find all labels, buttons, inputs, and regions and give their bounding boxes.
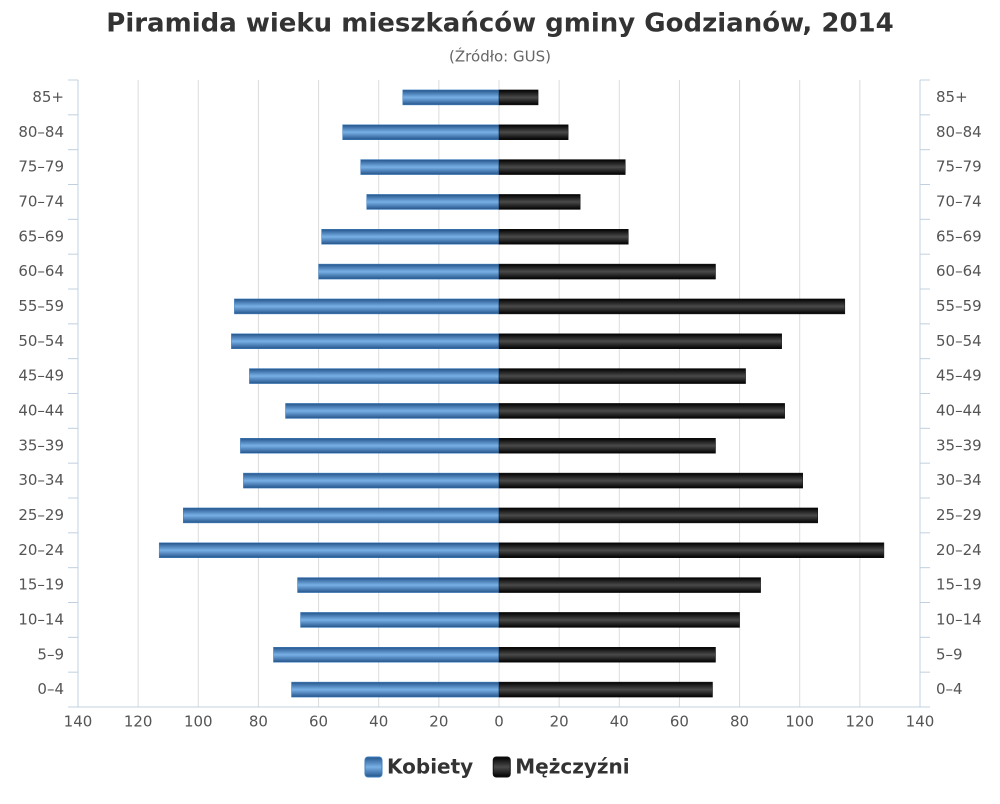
y-tick-label: 10–14 (18, 610, 64, 628)
bar (402, 89, 500, 106)
y-tick-label: 40–44 (18, 401, 64, 419)
chart-title: Piramida wieku mieszkańców gminy Godzian… (106, 9, 893, 39)
x-tick-label: 40 (610, 713, 629, 731)
bar (498, 542, 885, 558)
y-tick-label: 85+ (32, 88, 64, 106)
y-tick-label: 5–9 (37, 645, 64, 663)
x-tick-label: 80 (730, 713, 749, 731)
y-tick-label: 30–34 (936, 471, 982, 489)
y-tick-label: 15–19 (18, 576, 64, 594)
x-tick-label: 20 (550, 713, 569, 731)
y-tick-label: 60–64 (18, 262, 64, 280)
bar (498, 159, 626, 175)
bar (249, 368, 500, 384)
bar (498, 298, 846, 315)
bar (234, 298, 500, 315)
bar (498, 229, 629, 245)
y-tick-label: 65–69 (936, 227, 982, 245)
y-tick-label: 80–84 (18, 123, 64, 141)
y-tick-label: 5–9 (936, 645, 963, 663)
y-tick-label: 55–59 (18, 297, 64, 315)
y-tick-label: 20–24 (936, 541, 982, 559)
bar (243, 472, 500, 489)
y-tick-label: 50–54 (936, 332, 982, 350)
legend-label: Kobiety (387, 755, 473, 779)
y-tick-label: 35–39 (936, 436, 982, 454)
y-tick-label: 65–69 (18, 227, 64, 245)
bar (498, 333, 782, 349)
bar (498, 263, 716, 280)
bar (291, 681, 500, 698)
x-tick-label: 80 (249, 713, 268, 731)
y-tick-label: 50–54 (18, 332, 64, 350)
bar (360, 159, 500, 175)
legend-swatch (492, 756, 511, 778)
bar (498, 507, 819, 524)
legend-swatch (364, 756, 383, 778)
bar (498, 612, 740, 628)
x-tick-label: 120 (124, 713, 153, 731)
bar (240, 438, 500, 454)
y-tick-label: 60–64 (936, 262, 982, 280)
y-tick-label: 75–79 (18, 158, 64, 176)
y-tick-label: 55–59 (936, 297, 982, 315)
y-tick-label: 30–34 (18, 471, 64, 489)
y-tick-label: 45–49 (18, 367, 64, 385)
chart-subtitle: (Źródło: GUS) (449, 47, 551, 66)
bar (273, 647, 500, 663)
bar (498, 89, 539, 106)
bar (297, 577, 500, 593)
bar (342, 124, 500, 140)
x-tick-label: 20 (429, 713, 448, 731)
y-tick-label: 25–29 (936, 506, 982, 524)
x-tick-label: 140 (64, 713, 93, 731)
x-tick-label: 140 (906, 713, 935, 731)
x-tick-label: 60 (670, 713, 689, 731)
y-tick-label: 70–74 (936, 192, 982, 210)
y-tick-label: 70–74 (18, 192, 64, 210)
bar (498, 647, 716, 663)
bar (366, 194, 500, 210)
y-tick-label: 85+ (936, 88, 968, 106)
bar (498, 403, 785, 419)
bar (498, 124, 569, 140)
x-tick-label: 0 (494, 713, 504, 731)
bar (498, 472, 803, 489)
bar (285, 403, 500, 419)
y-tick-label: 80–84 (936, 123, 982, 141)
y-tick-label: 0–4 (936, 680, 963, 698)
y-tick-label: 40–44 (936, 401, 982, 419)
x-tick-label: 100 (785, 713, 814, 731)
y-tick-label: 10–14 (936, 610, 982, 628)
bar (498, 681, 713, 698)
bar (300, 612, 500, 628)
bar (318, 263, 500, 280)
y-tick-label: 0–4 (37, 680, 64, 698)
y-tick-label: 75–79 (936, 158, 982, 176)
x-tick-label: 60 (309, 713, 328, 731)
bar (498, 368, 746, 384)
x-tick-label: 120 (846, 713, 875, 731)
x-tick-label: 100 (184, 713, 213, 731)
y-tick-label: 20–24 (18, 541, 64, 559)
bar (183, 507, 500, 524)
bar (231, 333, 500, 349)
y-tick-label: 35–39 (18, 436, 64, 454)
y-tick-label: 15–19 (936, 576, 982, 594)
bar (498, 577, 761, 593)
bar (321, 229, 500, 245)
legend-label: Mężczyźni (515, 755, 629, 779)
x-tick-label: 40 (369, 713, 388, 731)
y-tick-label: 25–29 (18, 506, 64, 524)
bar (498, 438, 716, 454)
bar (158, 542, 500, 558)
y-tick-label: 45–49 (936, 367, 982, 385)
bar (498, 194, 581, 210)
